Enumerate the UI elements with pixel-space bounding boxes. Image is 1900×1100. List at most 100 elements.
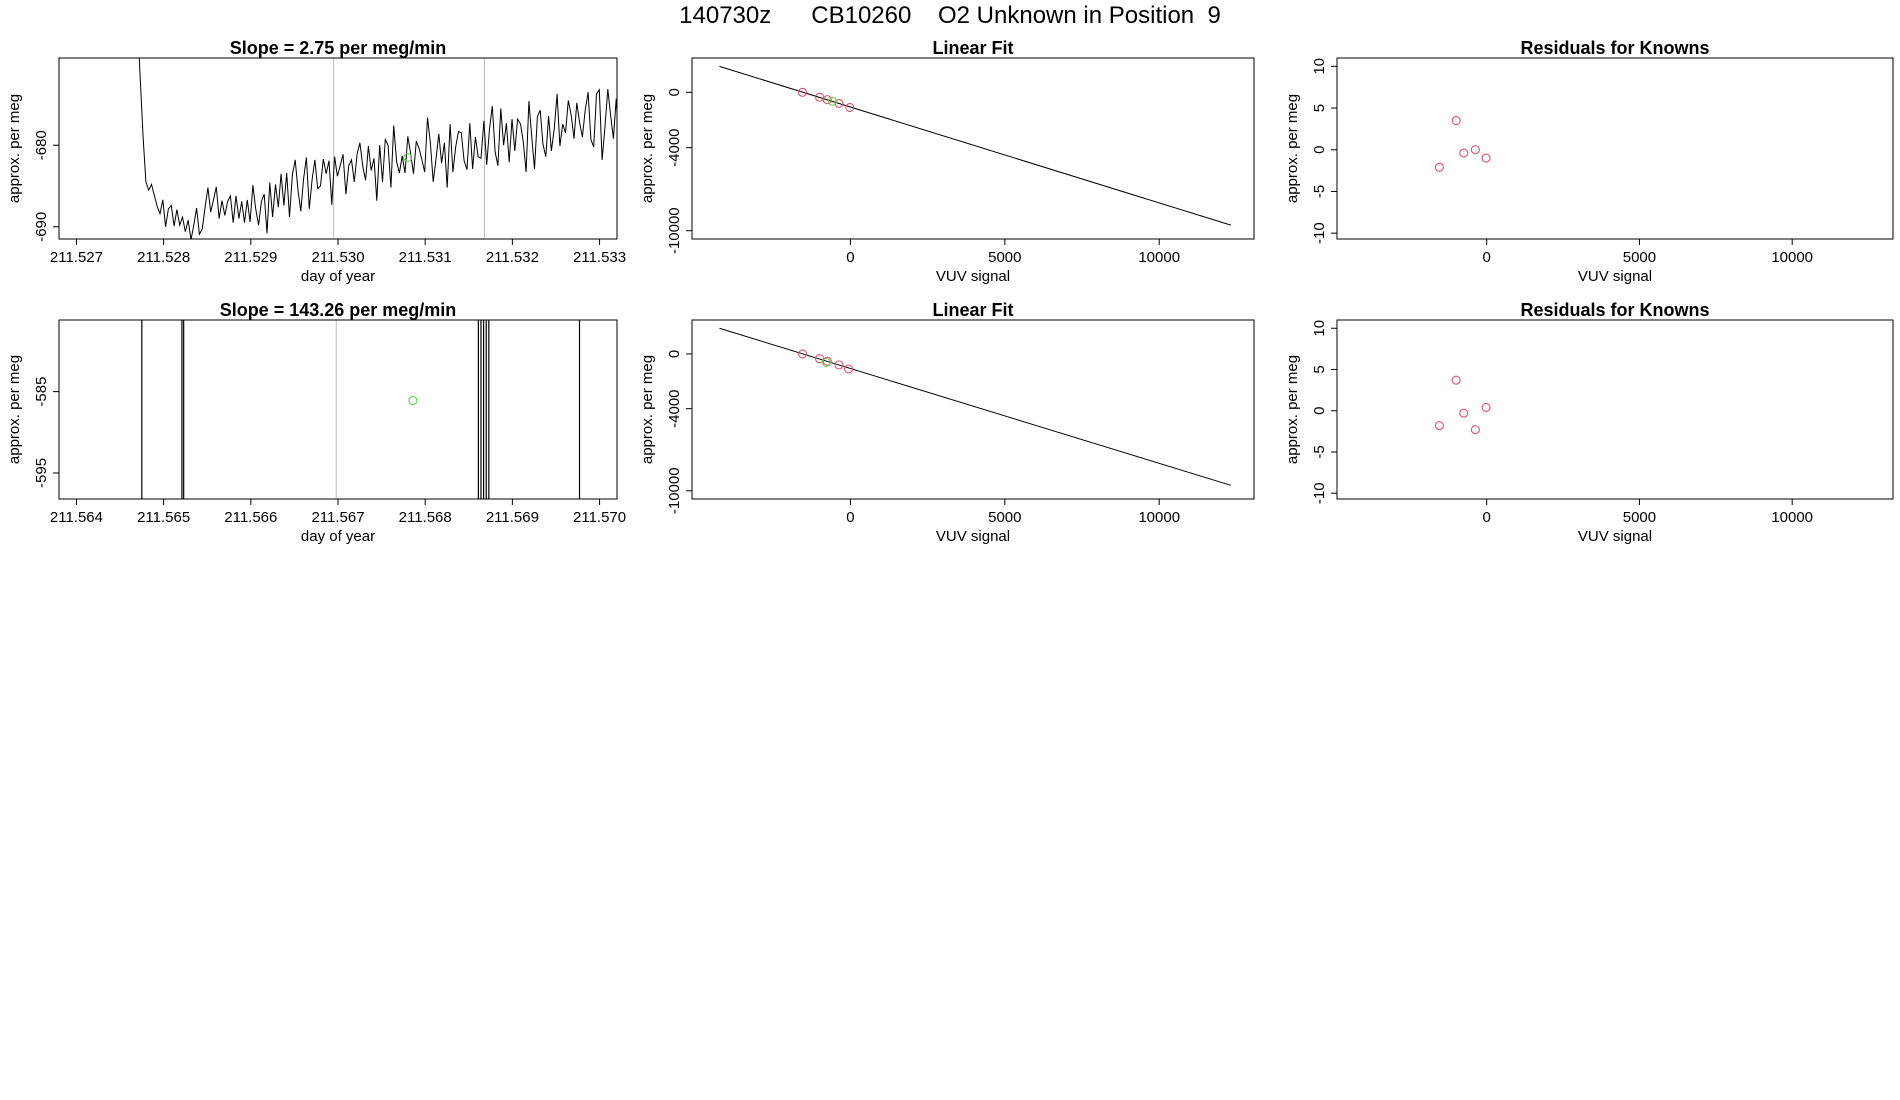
y-tick-label: -585 — [33, 377, 50, 407]
plot-area-res2 — [1434, 375, 1491, 435]
x-tick-label: 5000 — [1623, 249, 1656, 266]
panel-ts2: Slope = 143.26 per meg/min 211.564 211.565… — [6, 300, 626, 545]
x-tick-label: 211.568 — [399, 509, 452, 526]
panel-ts1: Slope = 2.75 per meg/min 211.527 211.528 21… — [6, 38, 626, 285]
y-tick-label: 5 — [1311, 104, 1328, 112]
figure-title: 140730z CB10260 O2 Unknown in Position 9 — [679, 2, 1221, 29]
series-line-signal — [138, 58, 617, 239]
x-tick-label: 0 — [1483, 249, 1491, 266]
x-axis-label: VUV signal — [936, 528, 1010, 545]
x-axis-label: VUV signal — [936, 268, 1010, 285]
x-tick-label: 211.566 — [224, 509, 277, 526]
y-tick-label: -10000 — [666, 467, 683, 514]
unknown-point — [827, 96, 838, 106]
y-axis-label: approx. per meg — [1284, 355, 1301, 464]
x-tick-label: 211.531 — [399, 249, 452, 266]
known-point — [1481, 153, 1491, 163]
y-tick-label: -5 — [1311, 445, 1328, 458]
x-axis-label: VUV signal — [1578, 528, 1652, 545]
y-axis-label: approx. per meg — [639, 355, 656, 464]
x-tick-label: 211.533 — [573, 249, 626, 266]
fit-line — [719, 327, 1231, 486]
y-tick-label: -10 — [1311, 482, 1328, 504]
y-tick-label: -10 — [1311, 222, 1328, 244]
y-tick-label: -680 — [33, 130, 50, 160]
known-point — [1451, 375, 1461, 385]
x-tick-label: 10000 — [1138, 509, 1180, 526]
panel-title: Linear Fit — [932, 300, 1013, 320]
panel-res2: Residuals for Knowns 0 5000 10000 VUV signal… — [1284, 300, 1894, 545]
y-tick-label: 10 — [1311, 320, 1328, 337]
x-tick-label: 211.530 — [311, 249, 364, 266]
known-point — [797, 349, 808, 359]
y-axis-label: approx. per meg — [639, 94, 656, 203]
y-tick-label: 0 — [1311, 407, 1328, 415]
x-tick-label: 211.565 — [137, 509, 190, 526]
y-tick-label: 5 — [1311, 365, 1328, 373]
y-tick-label: 0 — [1311, 146, 1328, 154]
x-tick-label: 0 — [1483, 509, 1491, 526]
panel-title: Linear Fit — [932, 38, 1013, 58]
x-tick-label: 5000 — [988, 249, 1021, 266]
panel-title: Slope = 143.26 per meg/min — [220, 300, 457, 320]
x-tick-label: 10000 — [1771, 509, 1813, 526]
plot-frame — [1336, 319, 1894, 500]
y-tick-label: 10 — [1311, 58, 1328, 75]
known-point — [1470, 425, 1480, 435]
plot-frame — [58, 57, 618, 240]
y-tick-label: -5 — [1311, 185, 1328, 198]
x-tick-label: 5000 — [1623, 509, 1656, 526]
known-point — [1459, 408, 1469, 418]
panel-title: Residuals for Knowns — [1520, 38, 1709, 58]
known-point — [834, 360, 844, 370]
panel-title: Residuals for Knowns — [1520, 300, 1709, 320]
x-tick-label: 211.567 — [311, 509, 364, 526]
x-tick-label: 0 — [846, 249, 854, 266]
x-tick-label: 211.528 — [137, 249, 190, 266]
known-point — [1451, 116, 1461, 126]
y-tick-label: -690 — [33, 212, 50, 242]
y-tick-label: 0 — [666, 88, 683, 96]
known-point — [822, 95, 832, 105]
y-tick-label: -4000 — [666, 128, 683, 166]
unknown-point — [408, 395, 418, 406]
panel-fit2: Linear Fit 0 5000 10000 VUV signal 0 -4000 -100… — [639, 300, 1255, 545]
x-tick-label: 211.569 — [486, 509, 539, 526]
known-point — [1470, 145, 1480, 155]
y-tick-label: -4000 — [666, 389, 683, 427]
plot-frame — [1336, 57, 1894, 240]
x-tick-label: 10000 — [1771, 249, 1813, 266]
x-tick-label: 211.529 — [224, 249, 277, 266]
x-tick-label: 211.532 — [486, 249, 539, 266]
y-tick-label: 0 — [666, 350, 683, 358]
known-point — [1434, 162, 1444, 172]
known-point — [1459, 148, 1469, 158]
plot-area-fit2 — [719, 327, 1231, 486]
x-axis-label: VUV signal — [1578, 268, 1652, 285]
y-axis-label: approx. per meg — [6, 355, 23, 464]
known-point — [1481, 402, 1491, 412]
unknown-point — [821, 357, 831, 367]
unknown-point — [403, 152, 413, 163]
known-point — [834, 98, 844, 108]
panel-res1: Residuals for Knowns 0 5000 10000 VUV signal… — [1284, 38, 1894, 285]
plot-frame — [691, 57, 1255, 240]
x-tick-label: 0 — [846, 509, 854, 526]
x-tick-label: 211.527 — [50, 249, 103, 266]
x-tick-label: 211.570 — [573, 509, 626, 526]
panel-title: Slope = 2.75 per meg/min — [230, 38, 447, 58]
plot-area-res1 — [1434, 116, 1491, 172]
plot-area-ts2 — [141, 320, 581, 499]
x-tick-label: 10000 — [1138, 249, 1180, 266]
x-tick-label: 211.564 — [50, 509, 103, 526]
x-tick-label: 5000 — [988, 509, 1021, 526]
plot-area-ts1 — [138, 58, 617, 239]
fit-line — [719, 65, 1231, 226]
known-point — [844, 364, 854, 374]
y-axis-label: approx. per meg — [6, 94, 23, 203]
plot-frame — [691, 319, 1255, 500]
y-tick-label: -10000 — [666, 207, 683, 254]
known-point — [822, 356, 832, 366]
panel-fit1: Linear Fit 0 5000 10000 VUV signal 0 -4000 -100… — [639, 38, 1255, 285]
